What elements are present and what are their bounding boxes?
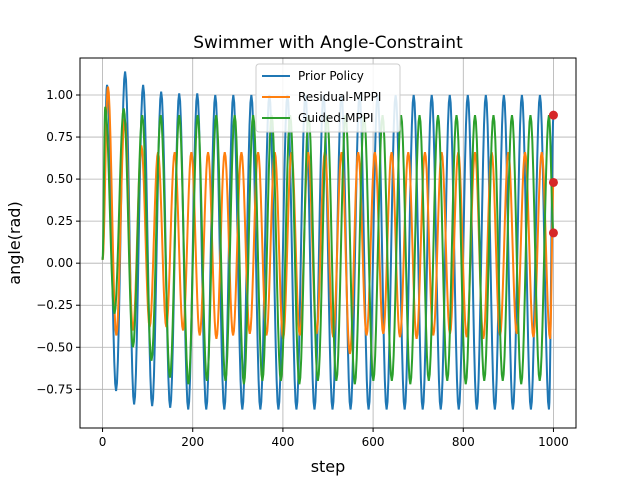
endpoint-marker — [548, 228, 558, 238]
y-axis-title: angle(rad) — [5, 201, 24, 284]
y-tick-label: 0.25 — [46, 214, 73, 228]
axes: 0 200 400 600 800 1000 −0.75 −0.50 −0.25 0.00 0.25… — [36, 57, 577, 449]
legend-box — [255, 63, 401, 133]
axes-frame — [79, 57, 577, 429]
y-tick-label: 0.00 — [46, 256, 73, 270]
y-tick-label: −0.50 — [36, 340, 73, 354]
x-tick-label: 0 — [99, 435, 107, 449]
legend: Prior Policy Residual-MPPI Guided-MPPI — [255, 63, 401, 133]
x-tick-label: 1000 — [538, 435, 569, 449]
legend-label: Prior Policy — [298, 69, 364, 83]
x-tick-label: 600 — [362, 435, 385, 449]
y-tick-label: 0.50 — [46, 172, 73, 186]
legend-label: Guided-MPPI — [298, 111, 374, 125]
x-tick-label: 800 — [452, 435, 475, 449]
x-axis-title: step — [311, 457, 346, 476]
y-tick-label: 0.75 — [46, 130, 73, 144]
x-tick-label: 400 — [271, 435, 294, 449]
legend-label: Residual-MPPI — [298, 90, 381, 104]
y-tick-label: −0.25 — [36, 298, 73, 312]
endpoint-marker — [548, 110, 558, 120]
x-tick-label: 200 — [181, 435, 204, 449]
y-tick-label: 1.00 — [46, 88, 73, 102]
endpoint-marker — [548, 177, 558, 187]
chart-title: Swimmer with Angle-Constraint — [193, 33, 463, 53]
y-tick-label: −0.75 — [36, 382, 73, 396]
